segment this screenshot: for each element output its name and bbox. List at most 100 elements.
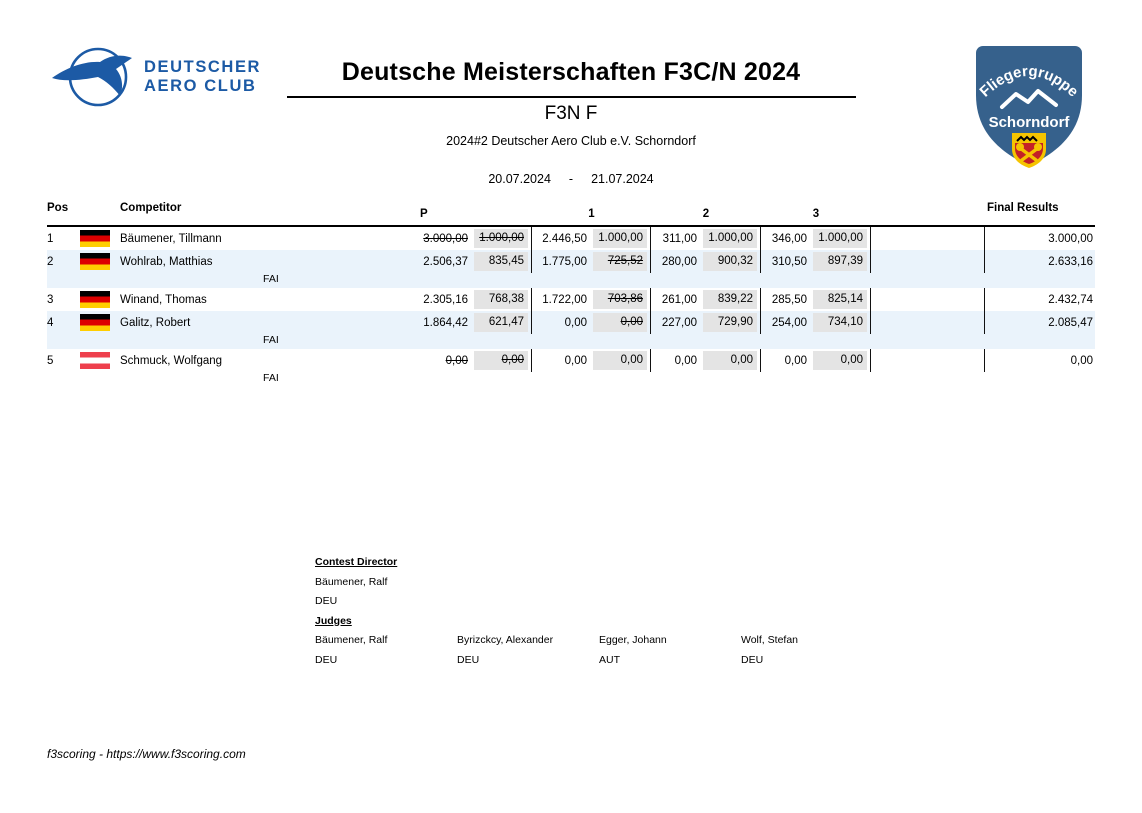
round-3-scores: 346,00 1.000,00 [761, 227, 871, 250]
position-value: 3 [47, 293, 54, 306]
round-4-blank [871, 311, 985, 334]
table-row: 3 Winand, Thomas 2.305,16 768,38 1.722,00… [47, 288, 1095, 311]
position-value: 5 [47, 354, 54, 367]
col-header-pos: Pos [47, 202, 69, 214]
round-1-norm: 725,52 [593, 252, 647, 271]
round-2-scores: 0,00 0,00 [651, 349, 761, 372]
round-3-norm: 897,39 [813, 252, 867, 271]
contest-director-name: Bäumener, Ralf [315, 575, 388, 588]
round-p-norm: 1.000,00 [474, 229, 528, 248]
judge-country: AUT [599, 653, 620, 666]
round-3-raw: 346,00 [771, 232, 807, 245]
round-2-scores: 280,00 900,32 [651, 250, 761, 273]
table-row: 4 Galitz, Robert 1.864,42 621,47 0,00 0,00… [47, 311, 1095, 349]
col-header-round1: 1 [588, 207, 595, 220]
round-4-blank [871, 288, 985, 311]
round-1-norm: 0,00 [593, 351, 647, 370]
final-result-value: 3.000,00 [1048, 232, 1093, 245]
page-title: Deutsche Meisterschaften F3C/N 2024 [341, 58, 801, 86]
date-separator: - [568, 172, 574, 186]
competitor-name: Bäumener, Tillmann [120, 232, 222, 245]
officials-section: Contest Director Bäumener, Ralf DEU Judg… [315, 556, 935, 673]
table-body: 1 Bäumener, Tillmann 3.000,00 1.000,00 2.… [47, 227, 1095, 387]
final-result-value: 2.432,74 [1048, 293, 1093, 306]
round-3-raw: 310,50 [771, 255, 807, 268]
table-row: 1 Bäumener, Tillmann 3.000,00 1.000,00 2.… [47, 227, 1095, 250]
judge-country: DEU [741, 653, 764, 666]
round-p-scores: 0,00 0,00 [395, 349, 532, 372]
league-label: FAI [263, 372, 279, 384]
round-p-raw: 3.000,00 [423, 232, 468, 245]
round-2-norm: 900,32 [703, 252, 757, 271]
event-dates: 20.07.2024 - 21.07.2024 [0, 172, 1142, 186]
competitor-name: Wohlrab, Matthias [120, 255, 213, 268]
daec-logo: DEUTSCHER AERO CLUB [50, 46, 274, 108]
round-p-scores: 1.864,42 621,47 [395, 311, 532, 334]
round-3-scores: 254,00 734,10 [761, 311, 871, 334]
mountain-icon [1000, 89, 1058, 109]
position-value: 4 [47, 316, 54, 329]
round-2-norm: 839,22 [703, 290, 757, 309]
flag-germany-icon [80, 253, 110, 270]
class-title: F3N F [544, 103, 598, 124]
title-underline [287, 96, 856, 98]
position-value: 1 [47, 232, 54, 245]
round-p-raw: 2.506,37 [423, 255, 468, 268]
round-3-norm: 734,10 [813, 313, 867, 332]
judge-countries-row: DEU DEU AUT DEU [315, 654, 935, 674]
final-result-value: 2.633,16 [1048, 255, 1093, 268]
round-2-raw: 261,00 [661, 293, 697, 306]
col-header-competitor: Competitor [120, 202, 182, 214]
round-3-raw: 254,00 [771, 316, 807, 329]
round-1-scores: 1.722,00 703,86 [532, 288, 651, 311]
round-p-norm: 0,00 [474, 351, 528, 370]
table-row: 5 Schmuck, Wolfgang 0,00 0,00 0,00 0,00 0,… [47, 349, 1095, 387]
round-1-norm: 0,00 [593, 313, 647, 332]
round-p-norm: 768,38 [474, 290, 528, 309]
round-1-scores: 0,00 0,00 [532, 349, 651, 372]
round-2-scores: 261,00 839,22 [651, 288, 761, 311]
contest-director-heading: Contest Director [315, 556, 398, 568]
round-1-raw: 2.446,50 [542, 232, 587, 245]
round-p-norm: 621,47 [474, 313, 528, 332]
judge-country: DEU [457, 653, 480, 666]
round-1-scores: 0,00 0,00 [532, 311, 651, 334]
league-label: FAI [263, 273, 279, 285]
club-logo-line2-text: Schorndorf [989, 114, 1071, 131]
judge-name: Bäumener, Ralf [315, 634, 388, 646]
judge-name: Egger, Johann [599, 634, 667, 646]
judge-names-row: Bäumener, Ralf Byrizckcy, Alexander Egger,… [315, 634, 935, 654]
round-p-norm: 835,45 [474, 252, 528, 271]
round-2-norm: 0,00 [703, 351, 757, 370]
round-1-raw: 1.722,00 [542, 293, 587, 306]
round-1-scores: 2.446,50 1.000,00 [532, 227, 651, 250]
flag-germany-icon [80, 314, 110, 331]
round-p-raw: 2.305,16 [423, 293, 468, 306]
final-result-value: 0,00 [1070, 354, 1093, 367]
round-4-blank [871, 250, 985, 273]
competitor-name: Galitz, Robert [120, 316, 191, 329]
round-2-scores: 311,00 1.000,00 [651, 227, 761, 250]
flag-austria-icon [80, 352, 110, 369]
league-label: FAI [263, 334, 279, 346]
col-header-blank [871, 202, 985, 225]
club-crest-icon [1012, 133, 1046, 168]
round-2-raw: 0,00 [674, 354, 697, 367]
round-1-norm: 703,86 [593, 290, 647, 309]
round-3-norm: 1.000,00 [813, 229, 867, 248]
round-1-raw: 0,00 [564, 354, 587, 367]
round-1-norm: 1.000,00 [593, 229, 647, 248]
round-3-scores: 310,50 897,39 [761, 250, 871, 273]
round-1-scores: 1.775,00 725,52 [532, 250, 651, 273]
competitor-name: Winand, Thomas [120, 293, 207, 306]
round-2-raw: 280,00 [661, 255, 697, 268]
event-subtitle: 2024#2 Deutscher Aero Club e.V. Schorndo… [446, 134, 696, 148]
judge-country: DEU [315, 653, 338, 666]
date-from: 20.07.2024 [488, 172, 551, 186]
competitor-name: Schmuck, Wolfgang [120, 354, 223, 367]
round-3-scores: 0,00 0,00 [761, 349, 871, 372]
flag-germany-icon [80, 291, 110, 308]
col-header-round3: 3 [812, 207, 820, 220]
final-result-value: 2.085,47 [1048, 316, 1093, 329]
round-4-blank [871, 349, 985, 372]
